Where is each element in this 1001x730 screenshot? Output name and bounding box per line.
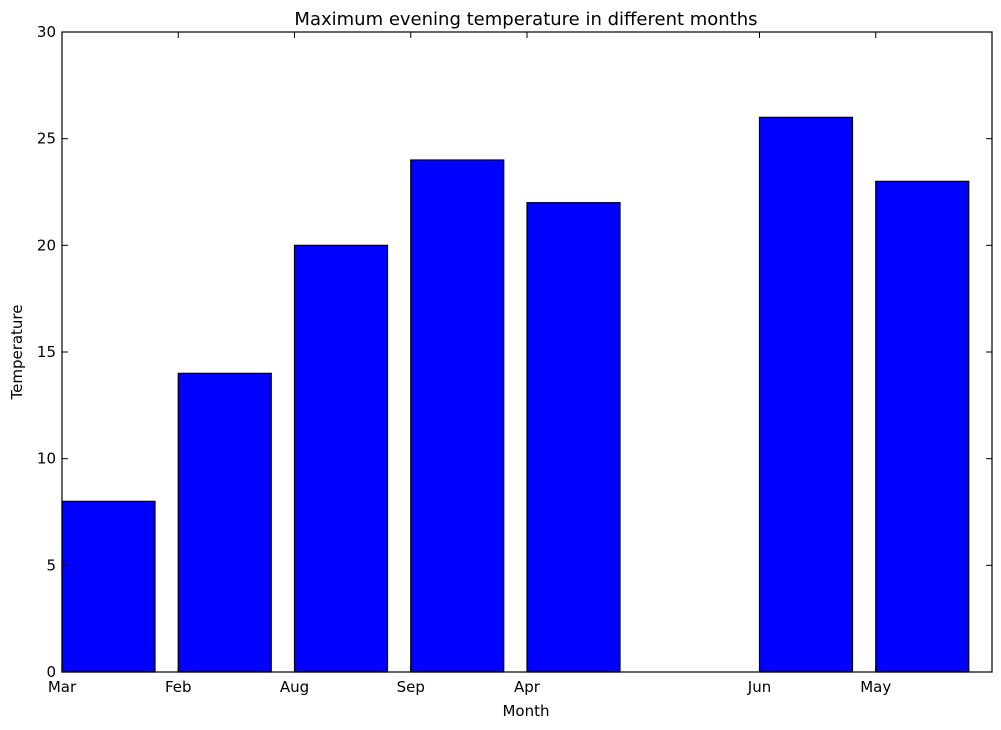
- ticks-group: 0 5 10 15 20 25 30 Mar Feb Aug Sep Apr Jun May: [37, 23, 992, 696]
- y-tick-label-1: 5: [46, 556, 56, 574]
- bar-5: [758, 116, 854, 673]
- bar-2: [293, 244, 389, 673]
- y-tick-label-6: 30: [37, 23, 56, 41]
- y-tick-label-0: 0: [46, 663, 56, 681]
- plot-frame: [61, 31, 993, 673]
- y-tick-label-2: 10: [37, 450, 56, 468]
- y-tick-label-5: 25: [37, 130, 56, 148]
- bar-6: [875, 180, 970, 673]
- chart-title: Maximum evening temperature in different…: [294, 9, 757, 30]
- bars-group: [61, 116, 970, 673]
- x-tick-label-sep: Sep: [397, 678, 425, 696]
- x-axis-label: Month: [502, 702, 549, 720]
- x-tick-label-feb: Feb: [165, 678, 192, 696]
- y-axis-label: Temperature: [8, 304, 26, 400]
- x-tick-label-apr: Apr: [514, 678, 541, 696]
- bar-4: [526, 202, 621, 673]
- x-tick-label-may: May: [860, 678, 891, 696]
- x-tick-label-aug: Aug: [280, 678, 309, 696]
- bar-0: [61, 500, 156, 673]
- bar-3: [410, 159, 505, 673]
- bar-1: [177, 372, 272, 673]
- y-tick-label-3: 15: [37, 343, 56, 361]
- x-tick-label-jun: Jun: [747, 678, 771, 696]
- x-tick-label-mar: Mar: [48, 678, 77, 696]
- y-tick-label-4: 20: [37, 236, 56, 254]
